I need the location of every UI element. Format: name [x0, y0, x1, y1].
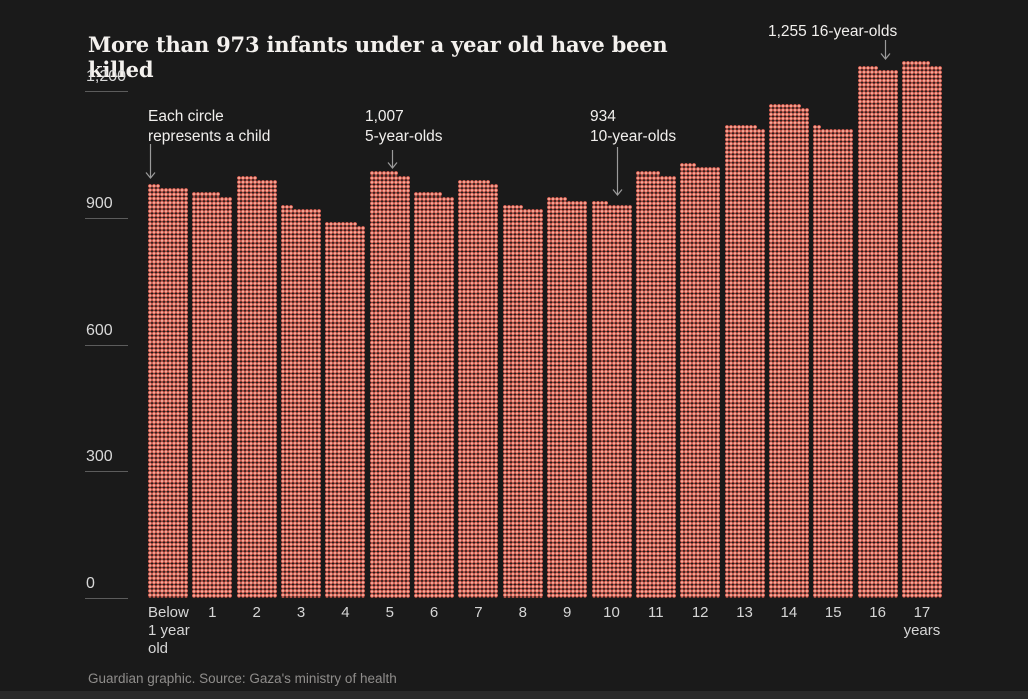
y-tick-label: 300 — [86, 448, 113, 466]
bar-dot-block — [857, 69, 898, 598]
bar-12 — [680, 162, 721, 598]
bar-17-years — [901, 61, 942, 598]
annotation-age-16-text: 1,255 16-year-olds — [768, 23, 898, 40]
bar-dot-block — [635, 175, 676, 598]
x-tick-label: 6 — [429, 604, 439, 621]
bar-partial-row — [813, 124, 822, 130]
x-tick-label: 5 — [385, 604, 394, 621]
bar-dot-block — [768, 107, 809, 598]
bar-partial-row — [369, 171, 398, 176]
source-credit: Guardian graphic. Source: Gaza's ministr… — [88, 671, 397, 686]
bar-partial-row — [724, 124, 757, 130]
bar-partial-row — [768, 103, 801, 108]
bar-14 — [768, 103, 809, 598]
annotation-age-10-text: 934 10-year-olds — [590, 108, 677, 145]
bar-partial-row — [547, 196, 568, 201]
y-tick-line — [85, 344, 128, 346]
bar-dot-block — [192, 196, 233, 598]
x-tick-label: 11 — [648, 604, 664, 621]
bar-partial-row — [901, 61, 930, 66]
bar-dot-block — [414, 196, 455, 598]
bar-7 — [458, 179, 499, 598]
bar-partial-row — [591, 200, 608, 206]
bar-dot-block — [591, 205, 632, 598]
bar-13 — [724, 124, 765, 598]
y-tick-line — [85, 598, 128, 599]
bar-4 — [325, 221, 366, 598]
bar-dot-block — [458, 183, 499, 598]
annotation-each-circle: Each circle represents a child — [148, 107, 270, 147]
x-tick-label: 4 — [341, 604, 350, 621]
bar-partial-row — [148, 183, 160, 189]
y-tick-line — [85, 91, 128, 92]
y-tick-line — [85, 217, 128, 219]
annotation-age-5: 1,007 5-year-olds — [365, 107, 443, 147]
x-tick-label: 17 years — [903, 604, 941, 639]
bar-10 — [591, 200, 632, 598]
bar-partial-row — [414, 192, 443, 197]
x-tick-label: 2 — [252, 604, 261, 621]
arrow-down-icon — [387, 150, 398, 169]
x-tick-label: 14 — [780, 604, 798, 621]
annotation-each-circle-text: Each circle represents a child — [148, 108, 271, 145]
bar-dot-block — [813, 129, 854, 598]
annotation-age-16: 1,255 16-year-olds — [768, 22, 897, 42]
arrow-down-icon — [612, 147, 623, 196]
x-tick-label: 10 — [603, 604, 620, 621]
bar-5 — [369, 171, 410, 598]
x-tick-label: 9 — [562, 604, 572, 621]
bar-partial-row — [281, 205, 294, 210]
bar-partial-row — [502, 205, 523, 210]
bar-11 — [635, 171, 676, 598]
chart-title: More than 973 infants under a year old h… — [88, 32, 668, 83]
bar-8 — [502, 205, 543, 598]
bar-partial-row — [236, 175, 257, 180]
bar-9 — [547, 196, 588, 598]
y-tick-label: 600 — [86, 321, 113, 339]
bar-1 — [192, 192, 233, 598]
bar-dot-block — [236, 179, 277, 598]
bar-dot-block — [325, 226, 366, 598]
annotation-age-5-text: 1,007 5-year-olds — [365, 108, 443, 145]
x-tick-label: 16 — [869, 604, 886, 621]
bar-2 — [236, 175, 277, 598]
arrow-down-icon — [880, 40, 891, 60]
bar-dot-block — [369, 175, 410, 598]
x-tick-label: 12 — [691, 604, 709, 621]
bar-partial-row — [857, 65, 878, 70]
bar-below-1-year-old — [148, 183, 188, 598]
bar-6 — [414, 192, 455, 598]
x-tick-label: 8 — [518, 604, 527, 621]
x-tick-label: 15 — [824, 604, 842, 621]
bar-3 — [281, 205, 322, 598]
y-tick-line — [85, 471, 128, 473]
x-tick-label: 13 — [736, 604, 753, 621]
bar-partial-row — [680, 162, 697, 168]
bottom-divider — [0, 691, 1028, 699]
bar-dot-block — [281, 209, 322, 598]
bar-dot-block — [547, 200, 588, 598]
bar-dot-block — [724, 129, 765, 598]
bar-dot-block — [148, 188, 188, 598]
x-tick-label: 1 — [208, 604, 217, 621]
bar-dot-block — [502, 209, 543, 598]
bar-partial-row — [635, 171, 660, 176]
bar-dot-block — [680, 167, 721, 598]
bar-16 — [857, 65, 898, 598]
x-tick-label: 7 — [474, 604, 483, 621]
bar-15 — [813, 124, 854, 598]
annotation-age-10: 934 10-year-olds — [590, 107, 676, 147]
bar-partial-row — [325, 221, 358, 227]
x-tick-label: 3 — [296, 604, 306, 621]
bar-dot-block — [901, 65, 942, 598]
bar-partial-row — [458, 179, 491, 184]
y-tick-label: 1,200 — [86, 68, 127, 85]
bar-partial-row — [192, 192, 221, 197]
arrow-down-icon — [145, 144, 156, 179]
y-tick-label: 0 — [86, 575, 95, 592]
y-tick-label: 900 — [86, 194, 113, 212]
x-tick-label: Below 1 year old — [148, 604, 190, 657]
